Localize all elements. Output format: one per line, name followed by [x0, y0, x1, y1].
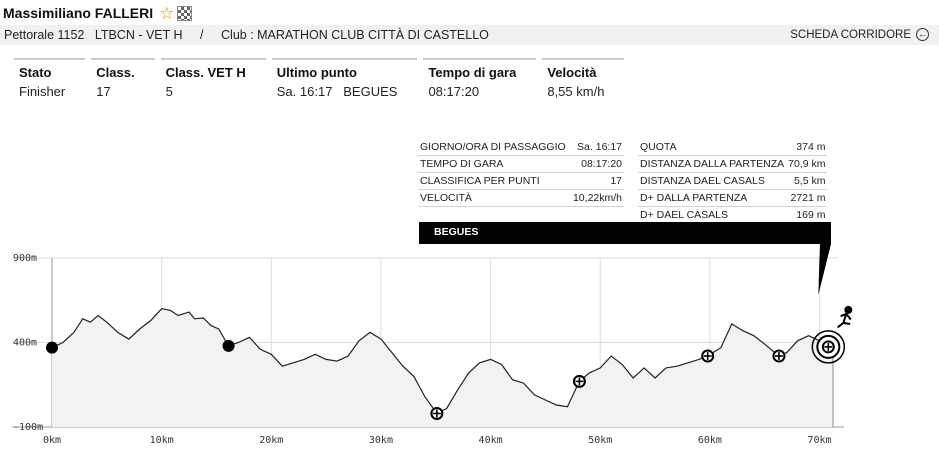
table-value: 169 m [786, 206, 828, 224]
table-value: Sa. 16:17 [570, 139, 624, 156]
table-label: TEMPO DI GARA [418, 155, 571, 173]
stat-value: Finisher [19, 84, 66, 99]
table-row: VELOCITÀ 10,22km/h [418, 189, 624, 207]
y-tick-label: 900m [13, 253, 37, 264]
table-value: 08:17:20 [570, 155, 624, 173]
x-tick-label: 10km [150, 435, 174, 446]
y-tick-label: -100m [13, 422, 43, 433]
table-label: DISTANZA DALLA PARTENZA [638, 155, 787, 173]
stat-label: Tempo di gara [428, 65, 517, 80]
stat-last-point: Ultimo punto Sa. 16:17 BEGUES [271, 58, 418, 99]
runner-icon [837, 305, 853, 328]
checkpoint-marker[interactable] [46, 341, 58, 354]
passage-table-right: QUOTA 374 m DISTANZA DALLA PARTENZA 70,9 k… [638, 139, 828, 224]
status-row: Stato Finisher Class. 17 Class. VET H 5 … [14, 58, 630, 99]
table-value: 2721 m [786, 189, 828, 207]
x-tick-label: 40km [479, 435, 503, 446]
checkpoint-marker[interactable] [430, 406, 444, 420]
runner-name: Massimiliano FALLERI [3, 5, 154, 21]
x-tick-label: 50km [588, 435, 612, 446]
table-row: DISTANZA DAEL CASALS 5,5 km [638, 172, 828, 190]
info-separator: / [200, 28, 204, 42]
checkered-flag-icon[interactable] [177, 5, 193, 21]
chart-markers[interactable] [46, 330, 846, 420]
stat-value: 17 [96, 84, 111, 99]
runner-info: Pettorale 1152 LTBCN - VET H / Club : MA… [4, 28, 489, 42]
runner-header: Massimiliano FALLERI ☆ [3, 3, 193, 23]
runner-profile-label[interactable]: SCHEDA CORRIDORE [790, 28, 911, 41]
stat-value: 08:17:20 [428, 84, 480, 99]
table-label: QUOTA [638, 139, 787, 156]
stat-rank: Class. 17 [91, 58, 155, 99]
y-tick-label: 400m [13, 338, 37, 349]
table-label: VELOCITÀ [418, 189, 571, 207]
stat-label: Ultimo punto [276, 65, 357, 80]
checkpoint-marker[interactable] [701, 349, 715, 363]
stat-speed: Velocità 8,55 km/h [542, 58, 625, 99]
table-row: D+ DALLA PARTENZA 2721 m [638, 189, 828, 207]
table-value: 5,5 km [786, 172, 828, 190]
x-tick-label: 0km [43, 435, 61, 446]
table-value: 17 [570, 172, 624, 190]
x-tick-label: 70km [808, 435, 832, 446]
table-label: D+ DALLA PARTENZA [638, 189, 787, 207]
stat-race-time: Tempo di gara 08:17:20 [423, 58, 537, 99]
checkpoint-name-bar: BEGUES [419, 222, 831, 244]
stat-label: Class. [96, 65, 135, 80]
table-row: GIORNO/ORA DI PASSAGGIO Sa. 16:17 [418, 139, 624, 156]
stat-value: 8,55 km/h [547, 84, 605, 99]
table-value: 10,22km/h [570, 189, 624, 207]
checkpoint-marker[interactable] [572, 374, 586, 388]
checkpoint-marker[interactable] [222, 339, 235, 352]
table-value: 374 m [786, 139, 828, 156]
stat-label: Class. VET H [165, 65, 246, 80]
runner-profile-link[interactable]: SCHEDA CORRIDORE ← [790, 28, 929, 41]
x-tick-label: 30km [369, 435, 393, 446]
stat-value: 5 [165, 84, 173, 99]
chart-axis-ticks: 0km 10km 20km 30km 40km 50km 60km 70km 900m 400m -… [13, 253, 832, 446]
stat-label: Stato [19, 65, 52, 80]
table-label: DISTANZA DAEL CASALS [638, 172, 787, 190]
table-label: CLASSIFICA PER PUNTI [418, 172, 571, 190]
table-row: DISTANZA DALLA PARTENZA 70,9 km [638, 155, 828, 173]
table-value: 70,9 km [786, 155, 828, 173]
runner-info-bar: Pettorale 1152 LTBCN - VET H / Club : MA… [0, 25, 939, 45]
passage-table-left: GIORNO/ORA DI PASSAGGIO Sa. 16:17 TEMPO D… [418, 139, 624, 207]
table-row: TEMPO DI GARA 08:17:20 [418, 155, 624, 173]
checkpoint-marker[interactable] [772, 349, 786, 363]
back-arrow-icon[interactable]: ← [916, 28, 929, 41]
favorite-star-icon[interactable]: ☆ [159, 3, 175, 23]
checkpoint-pointer [818, 244, 831, 295]
stat-status: Stato Finisher [14, 58, 86, 99]
stat-label: Velocità [547, 65, 597, 80]
x-tick-label: 60km [698, 435, 722, 446]
table-label: GIORNO/ORA DI PASSAGGIO [418, 139, 571, 156]
bib-number: Pettorale 1152 [4, 28, 85, 42]
current-position-marker[interactable] [811, 330, 846, 364]
x-tick-label: 20km [259, 435, 283, 446]
profile-area [52, 308, 833, 427]
runner-category: LTBCN - VET H [94, 28, 183, 42]
stat-category-rank: Class. VET H 5 [160, 58, 266, 99]
table-row: CLASSIFICA PER PUNTI 17 [418, 172, 624, 190]
table-row: QUOTA 374 m [638, 139, 828, 156]
runner-club: Club : MARATHON CLUB CITTÀ DI CASTELLO [221, 28, 489, 42]
stat-value: Sa. 16:17 BEGUES [276, 84, 398, 99]
